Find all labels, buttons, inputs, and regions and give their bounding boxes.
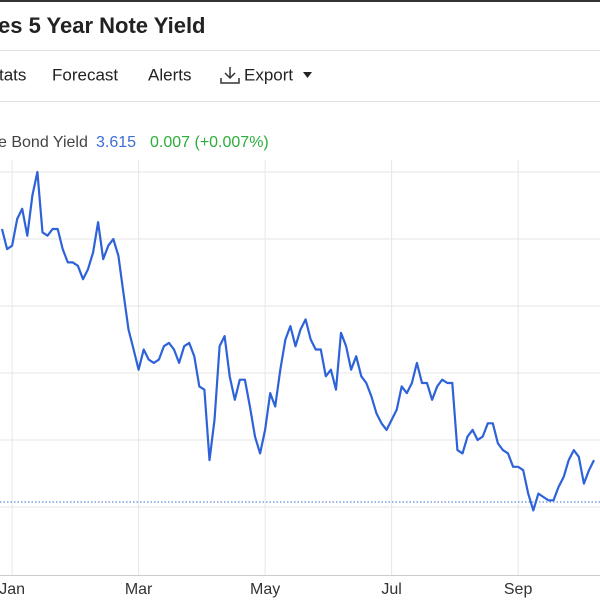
legend-change: 0.007 (+0.007%) [150,134,269,151]
tab[interactable]: Forecast [52,65,118,84]
legend-name: e Bond Yield [0,134,88,151]
tab[interactable]: Alerts [148,65,191,84]
page-title: es 5 Year Note Yield [0,13,206,38]
x-tick-label: Mar [125,581,153,598]
x-tick-label: Jul [381,581,401,598]
caret[interactable] [303,72,312,78]
x-tick-label: May [250,581,280,598]
tab[interactable]: tats [0,65,26,84]
top-border [0,0,600,2]
download-icon[interactable] [220,67,240,84]
x-tick-label: Sep [504,581,533,598]
tab[interactable]: Export [244,65,293,84]
legend-value: 3.615 [96,134,136,151]
line-series [0,170,595,512]
x-tick-label: Jan [0,581,25,598]
